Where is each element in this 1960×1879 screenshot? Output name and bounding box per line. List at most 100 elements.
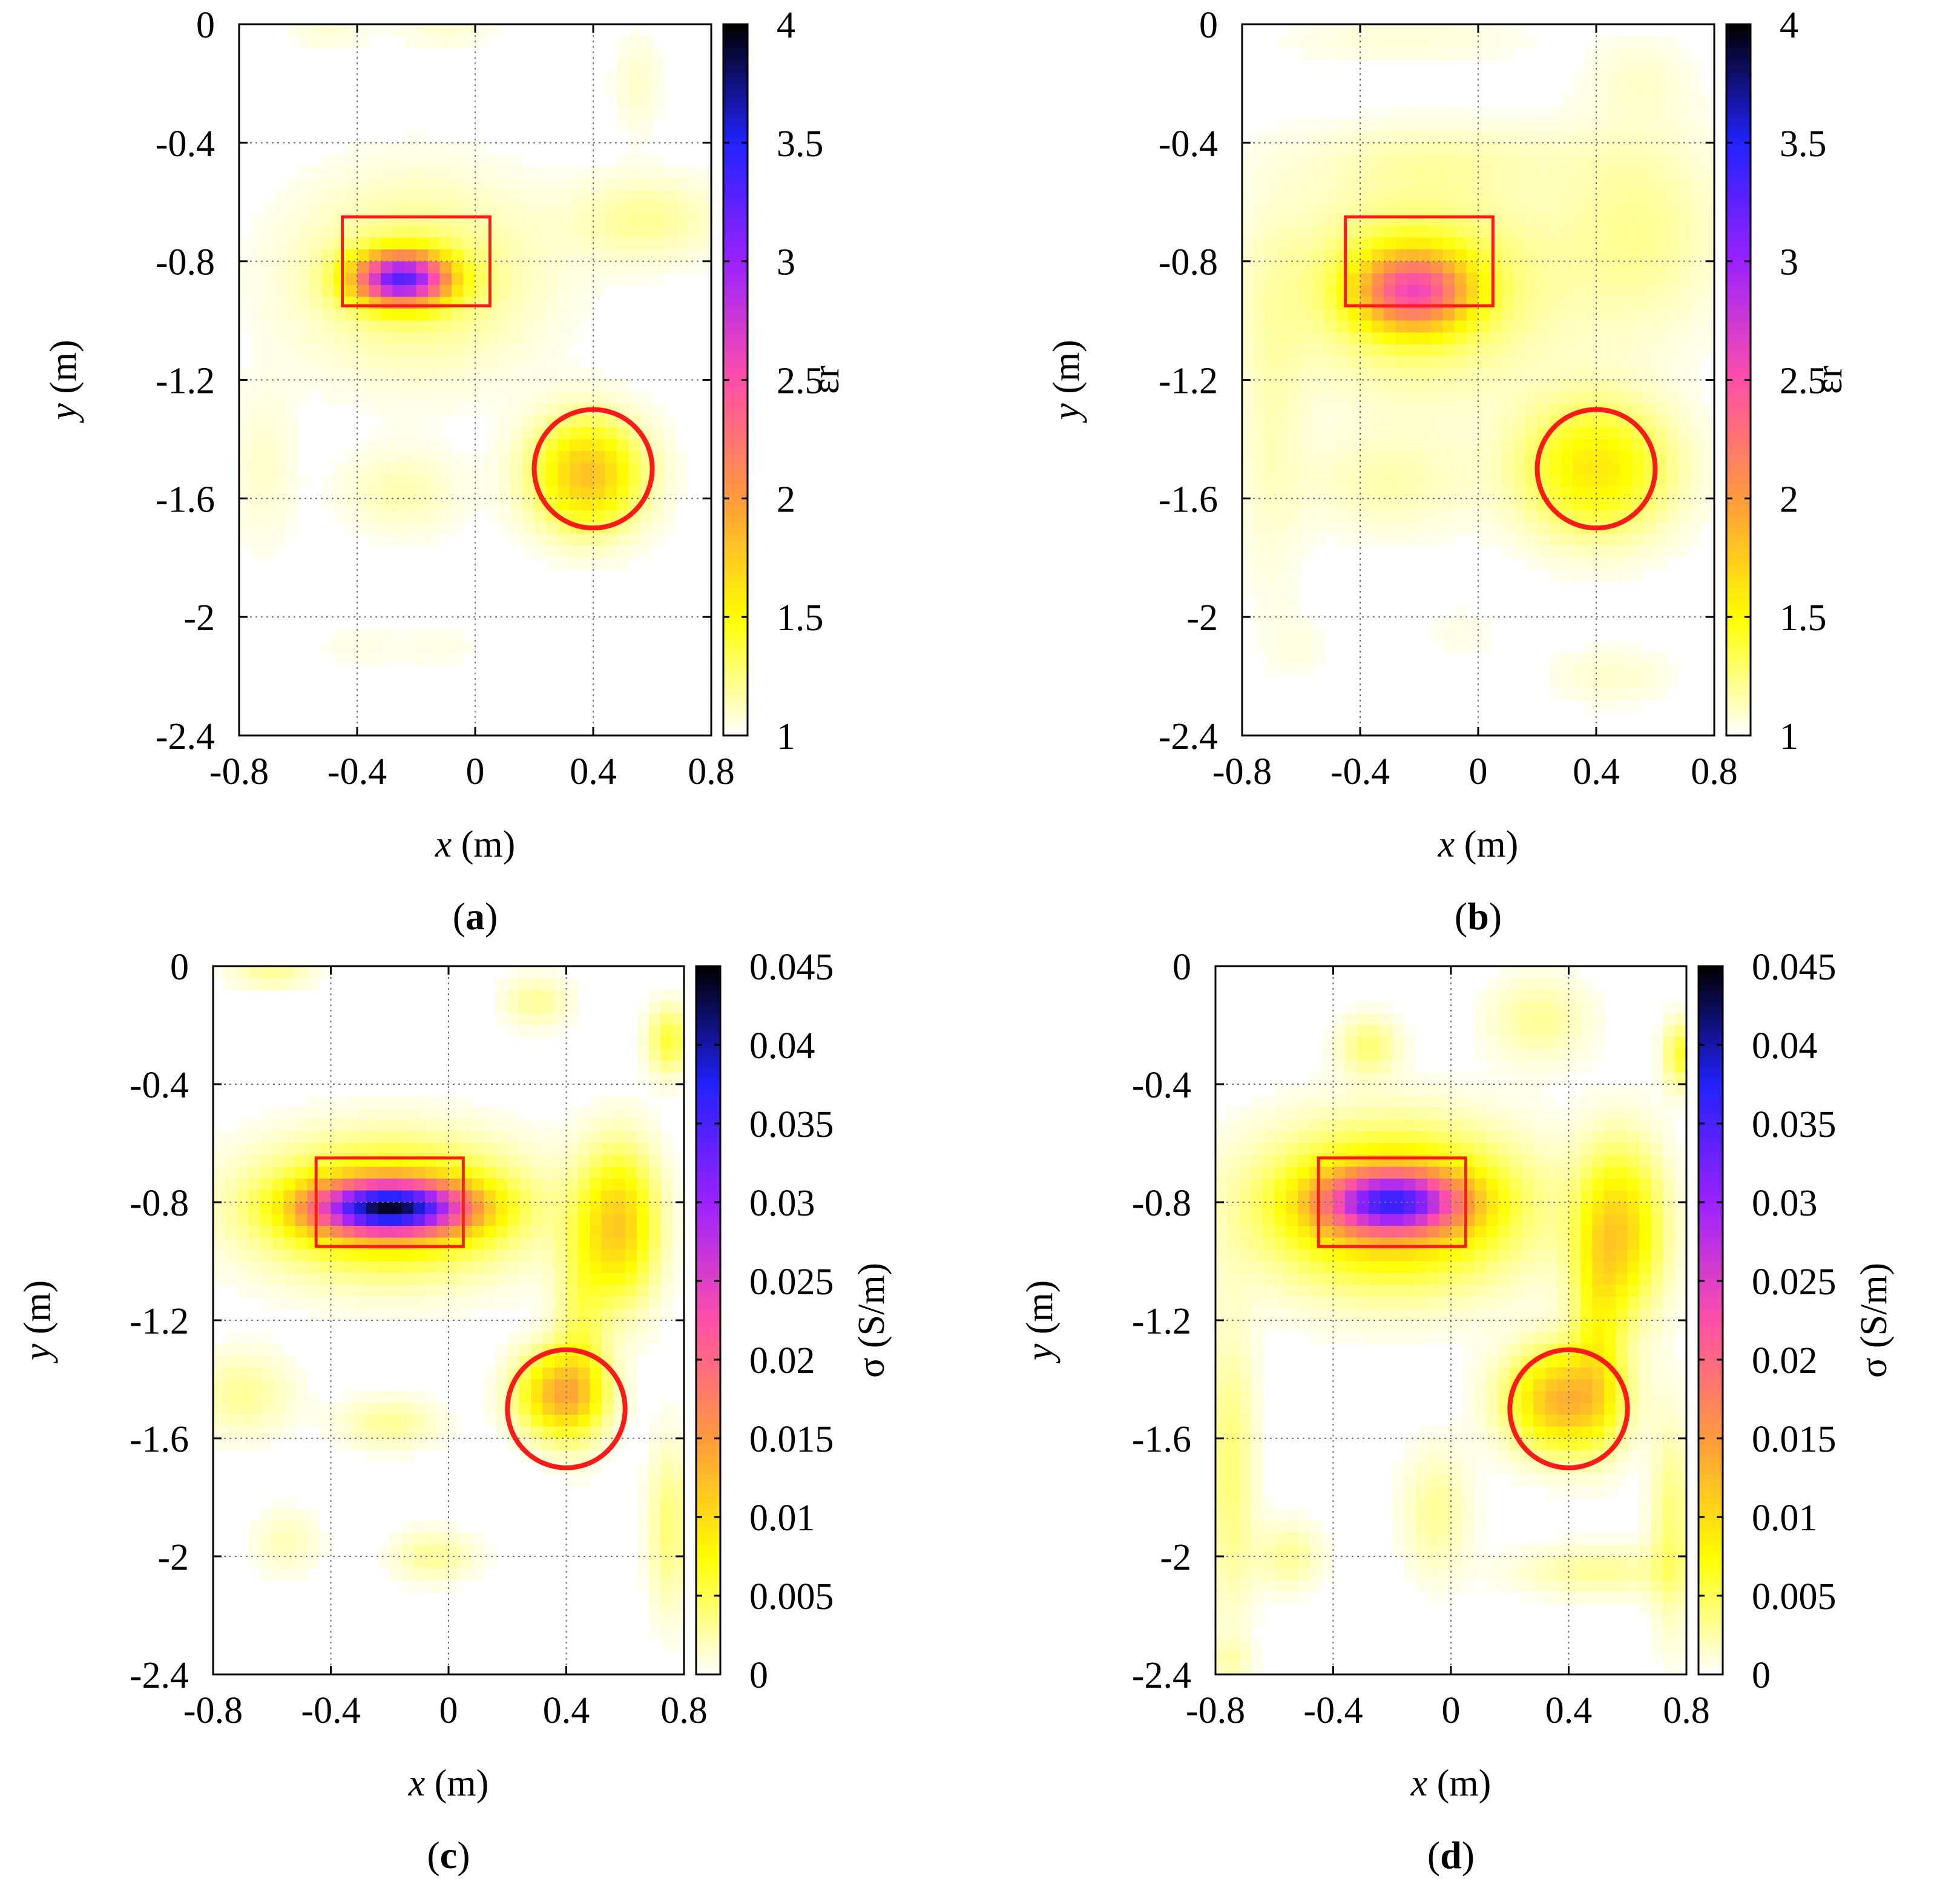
heatmap-cell: [1679, 534, 1691, 547]
heatmap-cell: [1549, 214, 1562, 226]
heatmap-cell: [1584, 688, 1597, 701]
heatmap-cell: [475, 273, 488, 286]
heatmap-cell: [319, 1297, 332, 1309]
colorbar-segment: [696, 1125, 720, 1132]
heatmap-cell: [272, 1261, 284, 1274]
heatmap-cell: [1357, 1037, 1369, 1050]
heatmap-cell: [534, 344, 547, 357]
heatmap-cell: [392, 403, 405, 416]
heatmap-cell: [1442, 344, 1455, 357]
heatmap-cell: [519, 1226, 531, 1239]
colorbar-segment: [723, 160, 748, 167]
heatmap-cell: [1655, 273, 1668, 286]
heatmap-cell: [345, 225, 358, 239]
colorbar-segment: [696, 1061, 720, 1067]
heatmap-cell: [1301, 178, 1314, 191]
heatmap-cell: [625, 1143, 637, 1156]
heatmap-cell: [522, 534, 535, 547]
heatmap-cell: [1608, 415, 1620, 428]
heatmap-cell: [557, 403, 570, 416]
heatmap-cell: [1372, 249, 1384, 262]
heatmap-cell: [652, 83, 665, 96]
heatmap-cell: [510, 451, 523, 464]
heatmap-cell: [1360, 510, 1373, 523]
heatmap-cell: [1301, 367, 1314, 381]
heatmap-cell: [1348, 190, 1361, 203]
heatmap-cell: [1490, 36, 1502, 48]
heatmap-cell: [392, 273, 405, 286]
heatmap-cell: [1502, 356, 1514, 369]
colorbar-segment: [723, 178, 748, 185]
colorbar-segment: [1726, 605, 1751, 612]
heatmap-cell: [1348, 392, 1361, 404]
heatmap-cell: [392, 380, 405, 392]
heatmap-cell: [1667, 59, 1680, 73]
colorbar-tick-label: 0.01: [749, 1498, 815, 1539]
heatmap-cell: [1466, 617, 1479, 630]
heatmap-cell: [1549, 273, 1562, 286]
heatmap-cell: [1486, 1001, 1499, 1014]
heatmap-cell: [660, 1486, 673, 1498]
heatmap-cell: [401, 1249, 414, 1262]
heatmap-cell: [416, 131, 429, 143]
heatmap-cell: [499, 475, 511, 487]
heatmap-cell: [1584, 392, 1597, 404]
heatmap-cell: [1655, 332, 1668, 345]
heatmap-cell: [1560, 380, 1573, 392]
heatmap-cell: [1510, 1037, 1522, 1050]
colorbar-segment: [696, 978, 720, 985]
heatmap-cell: [507, 990, 520, 1002]
heatmap-cell: [1521, 966, 1534, 979]
heatmap-cell: [345, 486, 358, 499]
heatmap-cell: [260, 1273, 273, 1286]
heatmap-cell: [1521, 1061, 1534, 1073]
heatmap-cell: [1679, 320, 1691, 333]
heatmap-cell: [625, 1320, 637, 1333]
heatmap-cell: [495, 1297, 508, 1309]
heatmap-cell: [213, 1214, 226, 1226]
heatmap-cell: [472, 1214, 485, 1226]
heatmap-cell: [334, 237, 346, 250]
heatmap-cell: [260, 1214, 273, 1226]
panel-caption: (b): [1455, 895, 1502, 938]
heatmap-cell: [286, 202, 299, 215]
heatmap-cell: [605, 380, 617, 392]
heatmap-cell: [1667, 225, 1680, 239]
heatmap-cell: [570, 534, 582, 547]
y-axis-variable: y: [43, 403, 84, 424]
heatmap-cell: [260, 1226, 273, 1239]
heatmap-cell: [554, 1379, 567, 1392]
heatmap-cell: [295, 966, 308, 979]
heatmap-cell: [660, 1131, 673, 1144]
heatmap-cell: [1655, 415, 1668, 428]
heatmap-cell: [381, 392, 393, 404]
heatmap-cell: [392, 640, 405, 653]
heatmap-cell: [321, 24, 334, 37]
heatmap-cell: [248, 1237, 261, 1250]
heatmap-cell: [487, 380, 499, 392]
heatmap-cell: [1407, 475, 1420, 487]
heatmap-cell: [404, 297, 417, 309]
heatmap-cell: [1533, 990, 1546, 1002]
heatmap-cell: [499, 439, 511, 452]
heatmap-cell: [213, 1273, 226, 1286]
heatmap-cell: [1537, 154, 1550, 167]
heatmap-cell: [1392, 1072, 1404, 1085]
colorbar-segment: [723, 303, 748, 309]
heatmap-cell: [499, 320, 511, 333]
heatmap-cell: [236, 1131, 249, 1144]
heatmap-cell: [637, 1179, 649, 1191]
heatmap-cell: [439, 249, 452, 262]
heatmap-cell: [672, 1037, 685, 1050]
heatmap-cell: [251, 214, 263, 226]
heatmap-cell: [1584, 237, 1597, 250]
heatmap-cell: [295, 1237, 308, 1250]
heatmap-cell: [1313, 652, 1326, 665]
heatmap-cell: [449, 1214, 461, 1226]
heatmap-cell: [1392, 1013, 1404, 1026]
heatmap-cell: [1455, 522, 1467, 535]
heatmap-cell: [1301, 522, 1314, 535]
heatmap-cell: [1620, 522, 1633, 535]
heatmap-cell: [366, 1415, 379, 1427]
heatmap-cell: [566, 1415, 579, 1427]
